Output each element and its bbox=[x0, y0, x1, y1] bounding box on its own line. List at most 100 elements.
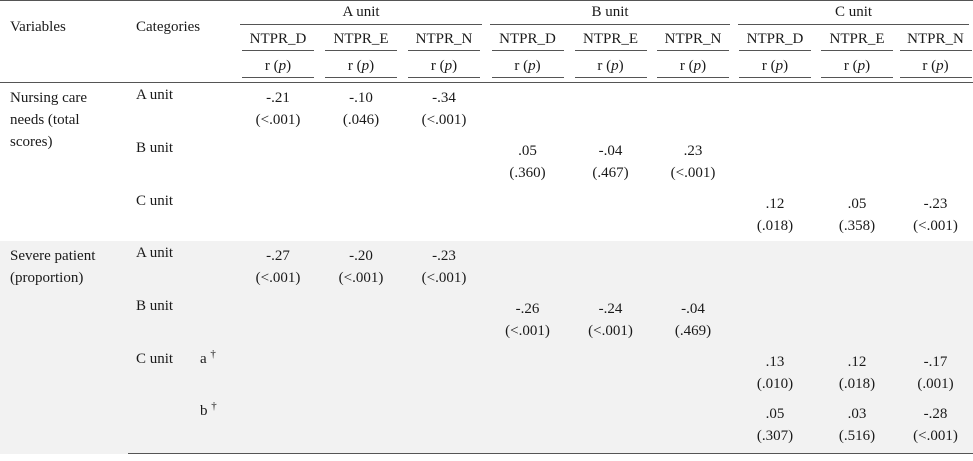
value-cell bbox=[402, 293, 486, 347]
subcategory-label bbox=[194, 83, 236, 136]
p-value: (.018) bbox=[756, 217, 794, 234]
value-cell bbox=[816, 83, 898, 136]
value-cell bbox=[320, 293, 402, 347]
value-cell bbox=[816, 240, 898, 294]
subcategory-label: b † bbox=[194, 398, 236, 454]
header-row-stats: r (p) r (p) r (p) r (p) r (p) r (p) r (p) r (p)… bbox=[0, 54, 973, 83]
value-cell bbox=[734, 83, 816, 136]
value-cell bbox=[734, 136, 816, 189]
unit-header-a: A unit bbox=[236, 0, 486, 27]
value-cell: -.23 (<.001) bbox=[898, 189, 973, 241]
variable-label: Nursing care needs (total scores) bbox=[10, 90, 88, 150]
value-cell bbox=[734, 293, 816, 347]
table-row: B unit -.26 (<.001) -.24 (<.001) -.04 (.469) bbox=[0, 293, 973, 347]
value-cell bbox=[236, 136, 320, 189]
value-cell: -.10 (.046) bbox=[320, 83, 402, 136]
value-cell: -.26 (<.001) bbox=[486, 293, 569, 347]
value-cell bbox=[898, 293, 973, 347]
value-cell bbox=[402, 136, 486, 189]
dagger-footnote-mark: † bbox=[211, 399, 217, 412]
r-value: .05 bbox=[518, 142, 537, 159]
value-cell: -.04 (.469) bbox=[652, 293, 734, 347]
r-value: -.26 bbox=[515, 300, 540, 317]
r-value: -.24 bbox=[598, 300, 623, 317]
variables-header: Variables bbox=[0, 0, 128, 54]
value-cell bbox=[652, 83, 734, 136]
category-label: C unit bbox=[136, 192, 174, 209]
value-cell bbox=[569, 240, 652, 294]
value-cell bbox=[816, 136, 898, 189]
stat-header: r (p) bbox=[486, 54, 569, 83]
p-value: (<.001) bbox=[670, 164, 716, 181]
metric-header: NTPR_D bbox=[486, 27, 569, 54]
value-cell bbox=[402, 346, 486, 399]
value-cell bbox=[236, 189, 320, 241]
value-cell bbox=[486, 398, 569, 454]
r-value: -.27 bbox=[266, 248, 290, 264]
value-cell bbox=[898, 240, 973, 294]
value-cell: .05 (.360) bbox=[486, 136, 569, 189]
subcategory-label bbox=[194, 189, 236, 241]
value-cell bbox=[486, 346, 569, 399]
r-value: -.04 bbox=[681, 300, 705, 317]
stat-header: r (p) bbox=[236, 54, 320, 83]
category-label bbox=[128, 398, 194, 454]
category-label: A unit bbox=[136, 87, 174, 103]
table-row: Severe patient (proportion) A unit -.27 (<.… bbox=[0, 240, 973, 454]
value-cell bbox=[320, 346, 402, 399]
metric-header: NTPR_N bbox=[402, 27, 486, 54]
p-value: (.046) bbox=[342, 112, 380, 128]
value-cell bbox=[486, 83, 569, 136]
value-cell bbox=[816, 293, 898, 347]
value-cell: .12 (.018) bbox=[816, 346, 898, 399]
p-value: (.516) bbox=[838, 427, 876, 444]
value-cell bbox=[486, 240, 569, 294]
r-value: -.23 bbox=[432, 248, 456, 264]
value-cell bbox=[652, 346, 734, 399]
value-cell: .03 (.516) bbox=[816, 398, 898, 454]
metric-header: NTPR_D bbox=[734, 27, 816, 54]
p-value: (<.001) bbox=[505, 322, 550, 339]
value-cell bbox=[569, 398, 652, 454]
p-value: (<.001) bbox=[421, 112, 467, 128]
metric-header: NTPR_N bbox=[652, 27, 734, 54]
subcategory-label bbox=[194, 240, 236, 294]
table-row: b † .05 (.307) .03 (.516) -.28 (<.001) bbox=[0, 398, 973, 454]
metric-header: NTPR_N bbox=[898, 27, 973, 54]
value-cell: -.34 (<.001) bbox=[402, 83, 486, 136]
value-cell: -.17 (.001) bbox=[898, 346, 973, 399]
r-value: -.17 bbox=[923, 353, 948, 370]
stat-header: r (p) bbox=[569, 54, 652, 83]
value-cell: -.20 (<.001) bbox=[320, 240, 402, 294]
value-cell bbox=[898, 83, 973, 136]
value-cell bbox=[652, 240, 734, 294]
value-cell bbox=[898, 136, 973, 189]
header-row-metrics: NTPR_D NTPR_E NTPR_N NTPR_D NTPR_E NTPR_N NTPR… bbox=[0, 27, 973, 54]
unit-header-b: B unit bbox=[486, 0, 734, 27]
stat-header: r (p) bbox=[652, 54, 734, 83]
stat-header: r (p) bbox=[898, 54, 973, 83]
p-value: (.467) bbox=[592, 164, 629, 181]
p-value: (<.001) bbox=[421, 270, 467, 286]
value-cell bbox=[569, 346, 652, 399]
r-value: -.34 bbox=[432, 90, 456, 106]
value-cell: -.24 (<.001) bbox=[569, 293, 652, 347]
category-label: B unit bbox=[128, 293, 194, 347]
r-value: -.21 bbox=[266, 90, 290, 106]
p-value: (.360) bbox=[509, 164, 546, 181]
stat-header: r (p) bbox=[734, 54, 816, 83]
r-value: -.23 bbox=[923, 195, 948, 212]
value-cell bbox=[236, 293, 320, 347]
value-cell bbox=[320, 189, 402, 241]
category-label: C unit bbox=[128, 346, 194, 399]
stat-header: r (p) bbox=[320, 54, 402, 83]
r-value: .23 bbox=[683, 142, 703, 159]
value-cell bbox=[320, 398, 402, 454]
subcategory-label bbox=[194, 136, 236, 189]
r-value: -.20 bbox=[349, 248, 373, 264]
p-value: (.307) bbox=[756, 427, 794, 444]
table-row: Nursing care needs (total scores) A unit -… bbox=[0, 83, 973, 150]
variable-label: Severe patient (proportion) bbox=[0, 240, 128, 454]
category-label: B unit bbox=[136, 139, 174, 156]
